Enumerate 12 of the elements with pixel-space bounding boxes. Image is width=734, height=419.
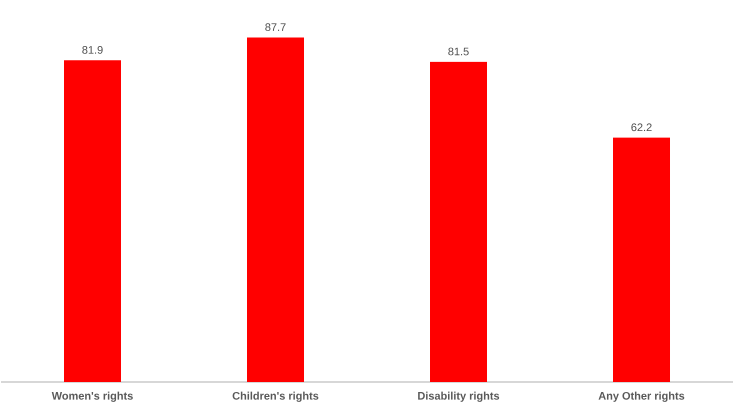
x-tick-label: Disability rights (418, 392, 500, 402)
data-label: 62.2 (631, 123, 652, 132)
bar (247, 38, 304, 382)
bar (613, 138, 670, 382)
x-tick-label: Children's rights (232, 392, 318, 402)
x-tick-label: Any Other rights (598, 392, 684, 402)
bar (430, 62, 488, 382)
bar (64, 60, 121, 382)
data-label: 87.7 (265, 23, 286, 31)
data-label: 81.5 (448, 48, 469, 56)
data-label: 81.9 (82, 46, 103, 54)
x-tick-label: Women's rights (52, 392, 133, 402)
